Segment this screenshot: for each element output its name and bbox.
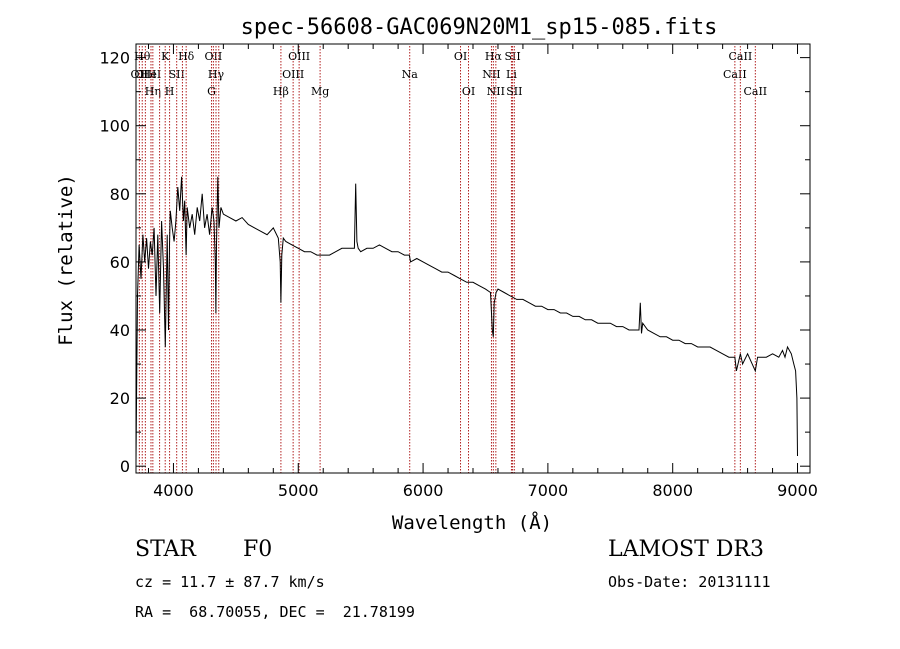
line-marker-label: H <box>165 85 175 98</box>
subclass-label: F0 <box>243 537 273 562</box>
line-marker-label: OIII <box>288 50 310 63</box>
y-tick-label: 80 <box>110 185 130 204</box>
line-marker-label: Hα <box>485 50 503 63</box>
line-marker-label: CaII <box>729 50 753 63</box>
obs-date: Obs-Date: 20131111 <box>608 573 771 591</box>
line-marker-label: Hγ <box>208 68 225 81</box>
line-marker-label: Hβ <box>273 85 289 98</box>
line-marker-label: K <box>161 50 170 63</box>
y-tick-label: 120 <box>99 49 130 68</box>
x-tick-label: 7000 <box>528 481 569 500</box>
cz-value: cz = 11.7 ± 87.7 km/s <box>135 573 325 591</box>
line-marker-label: G <box>207 85 216 98</box>
line-marker-label: OI <box>454 50 467 63</box>
x-tick-label: 4000 <box>153 481 194 500</box>
line-marker-label: CaII <box>723 68 747 81</box>
plot-frame <box>135 43 811 474</box>
y-tick-label: 20 <box>110 389 130 408</box>
spectral-line-markers: OIIHθOIIIHeIHηKHSIIHδGOIIHγHβOIIIOIIIMgN… <box>131 46 767 473</box>
line-marker-label: OII <box>131 68 149 81</box>
line-marker-label: OI <box>462 85 475 98</box>
line-marker-label: Hδ <box>178 50 195 63</box>
x-axis-label: Wavelength (Å) <box>392 511 552 534</box>
line-marker-label: SII <box>506 85 522 98</box>
survey-label: LAMOST DR3 <box>608 537 764 562</box>
line-marker-label: OII <box>205 50 223 63</box>
y-tick-label: 100 <box>99 117 130 136</box>
line-marker-label: HeI <box>141 68 161 81</box>
chart-title: spec-56608-GAC069N20M1_sp15-085.fits <box>241 15 718 40</box>
line-marker-label: SII <box>504 50 520 63</box>
y-axis-label: Flux (relative) <box>55 174 77 346</box>
axes: 4000 5000 6000 7000 8000 9000 0 20 40 60 80 100 120 <box>99 44 818 500</box>
line-marker-label: Hη <box>145 85 161 98</box>
spectrum-line <box>135 176 798 463</box>
x-tick-label: 9000 <box>777 481 818 500</box>
y-tick-label: 60 <box>110 253 130 272</box>
line-marker-label: Mg <box>311 85 329 98</box>
line-marker-label: NII <box>487 85 505 98</box>
ra-dec: RA = 68.70055, DEC = 21.78199 <box>135 603 415 621</box>
y-tick-label: 40 <box>110 321 130 340</box>
line-marker-label: SII <box>169 68 185 81</box>
line-marker-label: CaII <box>743 85 767 98</box>
x-tick-label: 5000 <box>278 481 319 500</box>
x-tick-label: 6000 <box>403 481 444 500</box>
line-marker-label: OIII <box>282 68 304 81</box>
line-marker-label: NII <box>482 68 500 81</box>
class-label: STAR <box>135 537 196 562</box>
line-marker-label: Li <box>506 68 517 81</box>
y-tick-label: 0 <box>120 457 130 476</box>
x-tick-label: 8000 <box>652 481 693 500</box>
line-marker-label: Na <box>402 68 419 81</box>
line-marker-label: Hθ <box>134 50 151 63</box>
